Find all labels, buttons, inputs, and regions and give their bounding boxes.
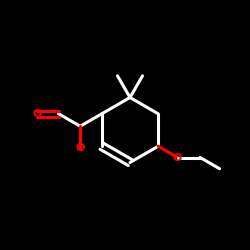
Text: O: O	[32, 109, 42, 119]
Text: O: O	[76, 142, 85, 152]
Text: O: O	[173, 152, 182, 162]
